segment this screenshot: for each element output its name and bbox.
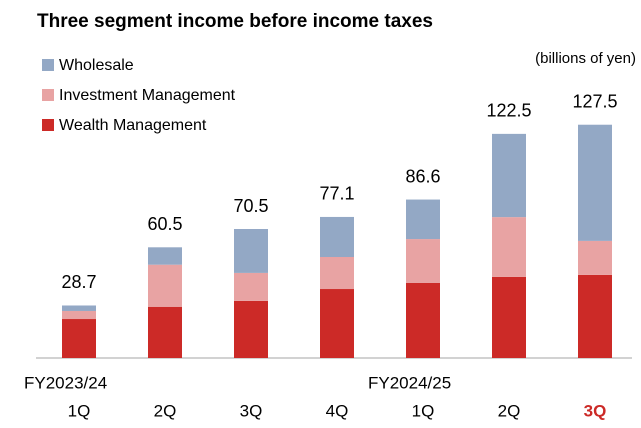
bar-segment [320, 257, 354, 290]
bar-segment [148, 306, 182, 358]
x-tick-label: 3Q [584, 401, 607, 420]
bar-segment [320, 289, 354, 358]
bar-segment [234, 300, 268, 358]
bar-segment [234, 229, 268, 273]
bar-segment [62, 310, 96, 320]
x-group-label: FY2024/25 [368, 373, 451, 392]
x-group-label: FY2023/24 [24, 373, 107, 392]
bar-segment [578, 240, 612, 275]
total-label: 28.7 [61, 272, 96, 292]
total-label: 77.1 [319, 184, 354, 204]
bar-segment [492, 133, 526, 218]
bar-segment [62, 305, 96, 311]
legend-swatch [42, 59, 54, 71]
bar-segment [148, 247, 182, 265]
unit-label: (billions of yen) [535, 50, 636, 67]
bar-segment [234, 272, 268, 301]
legend-swatch [42, 119, 54, 131]
total-label: 70.5 [233, 196, 268, 216]
bar-segment [406, 239, 440, 283]
legend-label: Wealth Management [59, 117, 207, 134]
bar-segment [492, 217, 526, 277]
legend-swatch [42, 89, 54, 101]
total-label: 86.6 [405, 166, 440, 186]
chart-title: Three segment income before income taxes [37, 11, 433, 32]
bar-segment [578, 124, 612, 241]
total-label: 122.5 [486, 101, 531, 121]
total-label: 127.5 [572, 91, 617, 111]
x-tick-label: 2Q [154, 401, 177, 420]
bar-segment [492, 276, 526, 358]
bar-segment [406, 199, 440, 240]
bar-segment [406, 282, 440, 358]
legend-label: Investment Management [59, 87, 236, 104]
bar-segment [62, 319, 96, 358]
x-tick-label: 1Q [68, 401, 91, 420]
x-tick-label: 3Q [240, 401, 263, 420]
total-label: 60.5 [147, 214, 182, 234]
legend-label: Wholesale [59, 57, 134, 74]
bar-segment [578, 274, 612, 358]
x-tick-label: 2Q [498, 401, 521, 420]
x-tick-label: 4Q [326, 401, 349, 420]
bar-segment [320, 216, 354, 258]
bar-segment [148, 264, 182, 307]
x-tick-label: 1Q [412, 401, 435, 420]
